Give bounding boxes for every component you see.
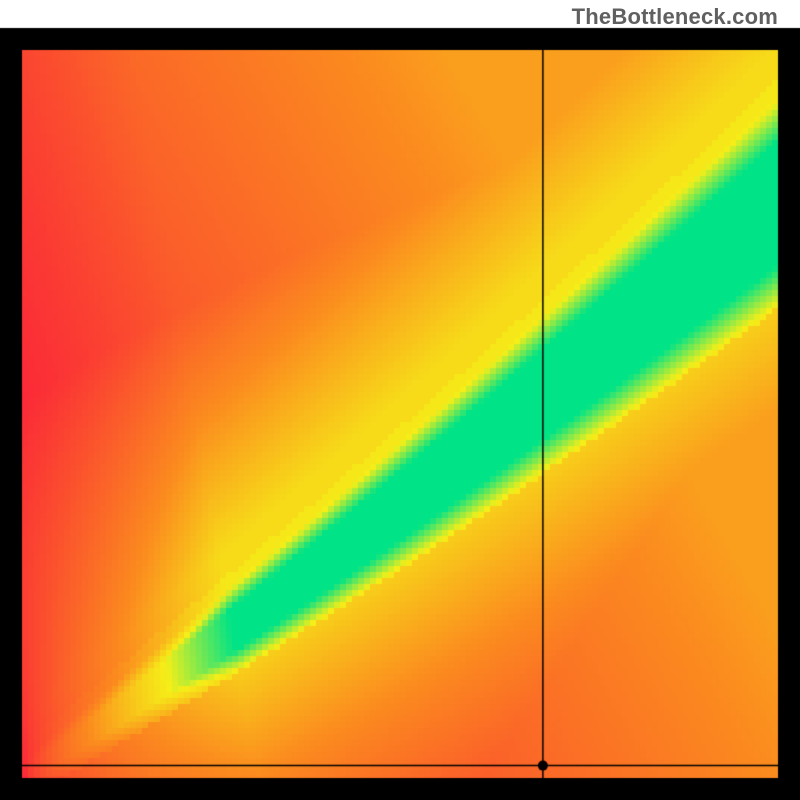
- bottleneck-heatmap: [0, 0, 800, 800]
- watermark-text: TheBottleneck.com: [572, 4, 778, 30]
